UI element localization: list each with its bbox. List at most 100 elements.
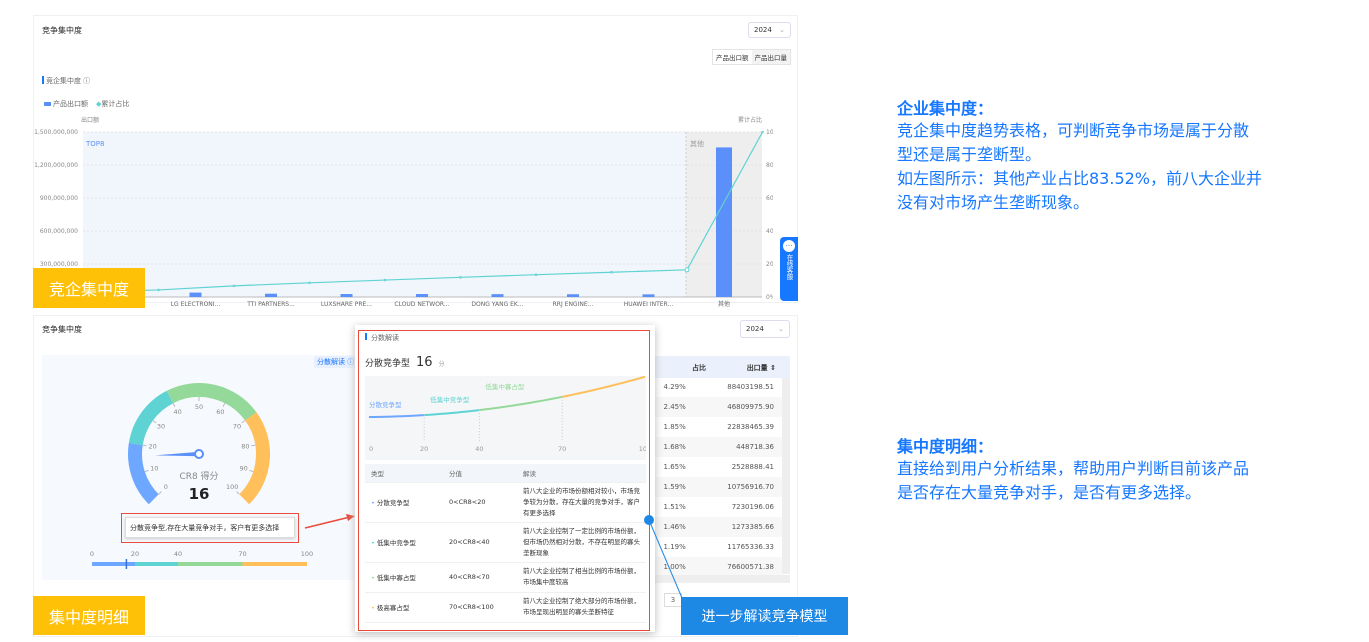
tooltip-highlight — [121, 513, 299, 543]
curve-tick-label: 0 — [369, 445, 373, 453]
bar — [416, 294, 428, 297]
top-year-select[interactable]: 2024 ⌄ — [748, 22, 791, 38]
note-line: 是否存在大量竞争对手，是否有更多选择。 — [897, 483, 1202, 502]
desc-cell: 前八大企业控制了相当比例的市场份额，市场集中度较高 — [517, 562, 646, 593]
popup-summary: 分散竞争型 16 分 — [365, 355, 445, 370]
chevron-down-icon: ⌄ — [779, 26, 785, 34]
scale-label: 40 — [174, 550, 182, 558]
export-volume-cell: 1273385.66 — [731, 523, 774, 531]
chat-widget[interactable]: … 在线客服 — [780, 237, 798, 301]
x-tick-label: LUXSHARE PRE... — [321, 301, 372, 308]
share-cell: 4.29% — [663, 383, 686, 391]
share-cell: 1.51% — [663, 503, 686, 511]
table-row[interactable]: 2.45% 46809975.90 — [640, 397, 782, 417]
legend-label: 累计占比 — [101, 100, 130, 108]
col-label: 出口量 — [746, 364, 768, 372]
bottom-panel-title: 竞争集中度 — [42, 325, 82, 334]
scale-segment — [92, 562, 135, 566]
table-row[interactable]: 1.59% 10756916.70 — [640, 477, 782, 497]
cr8-gauge: 0 10 20 30 40 50 60 70 80 90 100 CR8 得分 16 0 20 40 70 100 — [90, 383, 313, 569]
column-header: 类型 — [365, 464, 443, 483]
subtitle-bar — [42, 76, 44, 84]
share-cell: 1.65% — [663, 463, 686, 471]
detail-table-header: 占比 出口量 ⇕ — [640, 356, 790, 378]
sort-icon: ⇕ — [770, 364, 776, 372]
export-volume-cell: 76600571.38 — [727, 563, 774, 571]
gauge-tick — [236, 491, 240, 495]
curve-label: 低集中寡占型 — [485, 382, 525, 391]
table-row[interactable]: 1.19% 11765336.33 — [640, 537, 782, 557]
toggle-export-amount[interactable]: 产品出口额 — [713, 50, 752, 64]
popup-header: 分数解读 — [371, 334, 399, 342]
bar — [340, 294, 353, 297]
table-row[interactable]: 1.46% 1273385.66 — [640, 517, 782, 537]
col-share[interactable]: 占比 — [692, 364, 706, 372]
range-cell: 0<CR8<20 — [443, 482, 517, 523]
gauge-tick-label: 80 — [241, 443, 249, 451]
scale-label: 70 — [238, 550, 246, 558]
gauge-tick — [158, 491, 162, 495]
note-heading: 集中度明细： — [897, 437, 994, 456]
vertical-scrollbar[interactable] — [782, 378, 790, 574]
curve-segment — [368, 414, 425, 418]
x-tick-label: CLOUD NETWOR... — [394, 301, 449, 308]
note-heading: 企业集中度： — [897, 99, 994, 118]
cumulative-point — [534, 273, 538, 277]
scale-label: 20 — [131, 550, 139, 558]
toggle-export-volume[interactable]: 产品出口量 — [751, 50, 790, 64]
interpretation-badge[interactable]: 分散解读 ⓘ — [314, 356, 358, 368]
info-icon[interactable]: ⓘ — [83, 77, 91, 85]
red-arrow — [304, 514, 355, 529]
y2-axis-label: 累计占比 — [738, 116, 762, 124]
type-text: 低集中竞争型 — [376, 539, 416, 547]
export-volume-cell: 2528888.41 — [731, 463, 774, 471]
scale-segment — [178, 562, 243, 566]
note-enterprise-concentration: 企业集中度： 竞企集中度趋势表格，可判断竞争市场是属于分散 型还是属于垄断型。 … — [897, 95, 1262, 215]
gauge-tick-label: 20 — [148, 443, 156, 451]
export-volume-cell: 7230196.06 — [731, 503, 774, 511]
desc-cell: 前八大企业控制了绝大部分的市场份额，市场呈现出明显的寡头垄断特征 — [517, 592, 646, 623]
column-header: 解读 — [517, 464, 646, 483]
col-export-volume[interactable]: 出口量 ⇕ — [747, 363, 776, 373]
bottom-year-select[interactable]: 2024 ⌄ — [740, 320, 790, 338]
legend-label: 产品出口额 — [53, 100, 88, 108]
type-cell: • 分散竞争型 — [365, 482, 443, 523]
legend-item-line[interactable]: ◆累计占比 — [96, 99, 129, 109]
year-value: 2024 — [754, 26, 772, 34]
type-dot-icon: • — [371, 604, 375, 612]
horizontal-scrollbar[interactable] — [640, 575, 790, 583]
legend: 产品出口额 ◆累计占比 — [44, 99, 129, 109]
table-row[interactable]: 1.00% 76600571.38 — [640, 557, 782, 577]
cumulative-point — [761, 130, 764, 134]
gauge-tick — [142, 444, 147, 447]
table-row[interactable]: 1.65% 2528888.41 — [640, 457, 782, 477]
gauge-tick-label: 70 — [233, 422, 241, 430]
table-row[interactable]: 1.68% 448718.36 — [640, 437, 782, 457]
x-tick-label: LG ELECTRONI... — [171, 301, 221, 308]
model-row: • 低集中竞争型 20<CR8<40 前八大企业控制了一定比例的市场份额，但市场仍然… — [365, 522, 646, 563]
tag-competitor-concentration: 竞企集中度 — [33, 268, 145, 308]
year-value: 2024 — [746, 325, 764, 333]
table-row[interactable]: 4.29% 88403198.51 — [640, 377, 782, 397]
gauge-tooltip: 分散竞争型,存在大量竞争对手，客户有更多选择 — [125, 517, 295, 538]
range-cell: 40<CR8<70 — [443, 562, 517, 593]
scale-label: 100 — [301, 550, 313, 558]
y-tick-label: 1,200,000,000 — [34, 162, 78, 169]
callout-connector — [644, 515, 683, 599]
x-tick-label: HUAWEI INTER... — [624, 301, 674, 308]
x-tick-label: RRJ ENGINE... — [553, 301, 594, 308]
bar — [716, 147, 732, 297]
bar — [491, 294, 504, 297]
desc-cell: 前八大企业的市场份额相对较小，市场竞争较为分散，存在大量的竞争对手，客户有更多选… — [517, 482, 646, 523]
popup-header-bar — [365, 333, 367, 340]
cumulative-line — [82, 131, 764, 293]
bar — [189, 292, 202, 297]
gauge-segment — [128, 442, 159, 505]
gauge-tick-label: 100 — [226, 483, 238, 491]
table-row[interactable]: 1.51% 7230196.06 — [640, 497, 782, 517]
table-row[interactable]: 1.85% 22838465.39 — [640, 417, 782, 437]
x-tick-label: TTI PARTNERS... — [246, 301, 295, 308]
curve-label: 分散竞争型 — [369, 400, 402, 409]
type-text: 低集中寡占型 — [376, 574, 416, 582]
legend-item-bar[interactable]: 产品出口额 — [44, 99, 88, 109]
